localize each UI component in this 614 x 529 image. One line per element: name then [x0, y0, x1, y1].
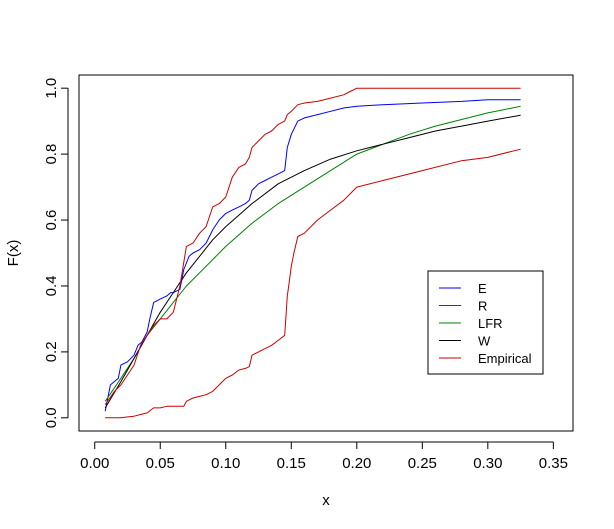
- x-tick-label: 0.30: [473, 455, 502, 472]
- x-tick-label: 0.15: [277, 455, 306, 472]
- y-tick-label: 0.8: [43, 144, 60, 165]
- x-tick-label: 0.10: [211, 455, 240, 472]
- y-tick-label: 0.0: [43, 407, 60, 428]
- series-line-e: [104, 99, 521, 412]
- y-axis-title: F(x): [5, 240, 22, 267]
- y-axis: 0.0 0.2 0.4 0.6 0.8 1.0: [43, 78, 69, 428]
- x-tick-label: 0.25: [408, 455, 437, 472]
- legend-label-empirical: Empirical: [478, 351, 532, 366]
- x-tick-label: 0.05: [146, 455, 175, 472]
- x-axis: 0.00 0.05 0.10 0.15 0.20 0.25 0.30 0.35: [80, 441, 568, 472]
- legend: ER LFR W Empirical: [427, 270, 544, 375]
- y-tick-label: 0.6: [43, 210, 60, 231]
- y-tick-label: 0.2: [43, 341, 60, 362]
- x-tick-label: 0.20: [342, 455, 371, 472]
- x-tick-label: 0.35: [539, 455, 568, 472]
- series-line-lfr: [104, 105, 521, 402]
- x-tick-label: 0.00: [80, 455, 109, 472]
- x-axis-title: x: [322, 492, 330, 509]
- legend-label-w: W: [478, 334, 491, 349]
- series-line-r: [105, 148, 521, 419]
- legend-label-lfr: LFR: [478, 316, 503, 331]
- series-line-empirical: [104, 87, 521, 405]
- legend-label-r: R: [478, 299, 487, 314]
- series-layer: [104, 87, 521, 419]
- legend-label-e: E: [478, 281, 487, 296]
- y-tick-label: 1.0: [43, 78, 60, 99]
- series-line-w: [104, 114, 521, 409]
- plot-frame: [78, 74, 574, 432]
- y-tick-label: 0.4: [43, 276, 60, 297]
